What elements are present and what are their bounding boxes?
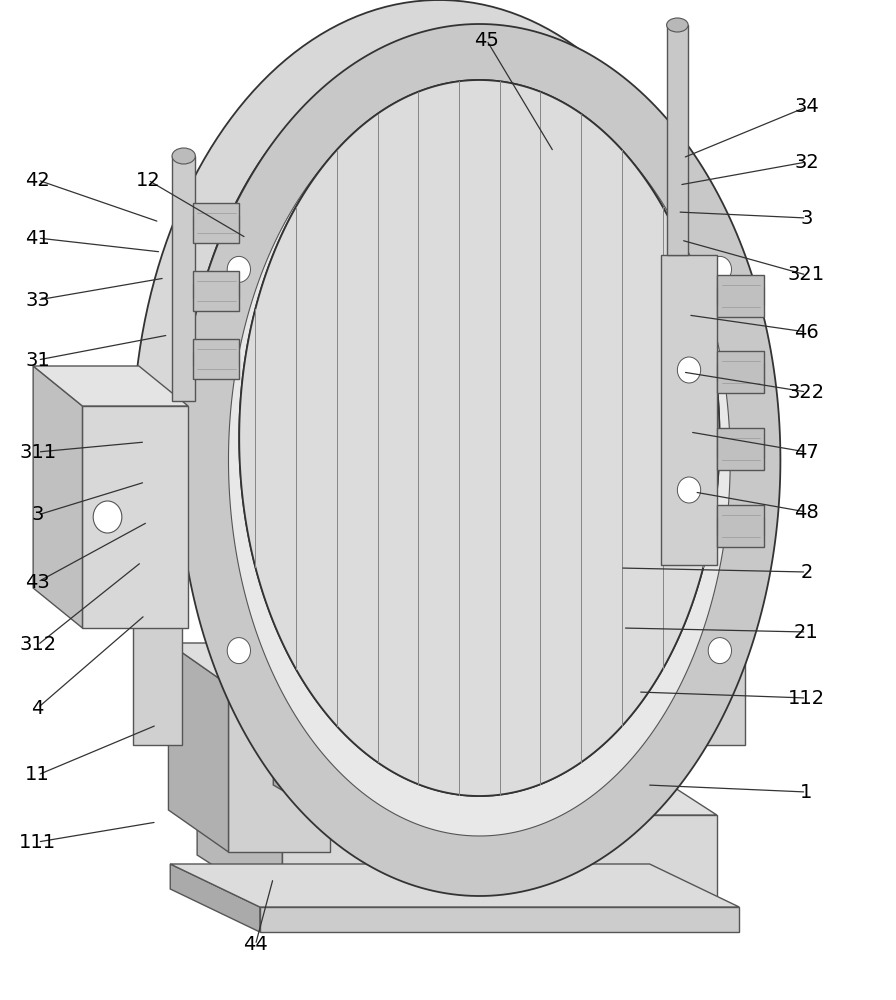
Polygon shape [82, 406, 188, 628]
Text: 11: 11 [25, 766, 50, 784]
Polygon shape [273, 748, 645, 785]
Text: 311: 311 [19, 442, 56, 462]
Text: 43: 43 [25, 572, 50, 591]
Text: 2: 2 [800, 562, 813, 582]
Polygon shape [717, 428, 764, 470]
Ellipse shape [172, 148, 195, 164]
Text: 111: 111 [19, 832, 56, 852]
Polygon shape [33, 366, 188, 406]
Text: 45: 45 [474, 30, 499, 49]
Polygon shape [239, 80, 719, 796]
Text: 34: 34 [794, 98, 819, 116]
Polygon shape [282, 815, 717, 910]
Circle shape [228, 256, 251, 282]
Polygon shape [661, 255, 717, 565]
Circle shape [93, 501, 122, 533]
Text: 3: 3 [31, 506, 44, 524]
Polygon shape [133, 445, 182, 745]
Polygon shape [178, 24, 780, 896]
Text: 48: 48 [794, 502, 819, 522]
Text: 32: 32 [794, 152, 819, 172]
Polygon shape [193, 271, 239, 311]
Text: 33: 33 [25, 290, 50, 310]
Text: 42: 42 [25, 170, 50, 190]
Polygon shape [168, 643, 228, 852]
Circle shape [228, 638, 251, 664]
Text: 46: 46 [794, 322, 819, 342]
Polygon shape [193, 203, 239, 243]
Polygon shape [170, 864, 739, 907]
Text: 21: 21 [794, 622, 819, 642]
Text: 312: 312 [19, 636, 56, 654]
Polygon shape [717, 505, 764, 547]
Text: 47: 47 [794, 442, 819, 462]
Text: 41: 41 [25, 229, 50, 247]
Polygon shape [239, 80, 719, 796]
Circle shape [677, 357, 701, 383]
Polygon shape [336, 785, 645, 822]
Polygon shape [421, 585, 547, 815]
Polygon shape [354, 545, 421, 815]
Polygon shape [133, 0, 745, 445]
Polygon shape [260, 907, 739, 932]
Polygon shape [197, 760, 282, 910]
Text: 1: 1 [800, 782, 813, 802]
Circle shape [708, 638, 731, 664]
Polygon shape [193, 339, 239, 379]
Circle shape [708, 256, 731, 282]
Polygon shape [273, 748, 336, 822]
Text: 112: 112 [788, 688, 825, 708]
Text: 322: 322 [788, 382, 825, 401]
Text: 12: 12 [135, 170, 160, 190]
Polygon shape [717, 275, 764, 317]
Text: 4: 4 [31, 698, 44, 718]
Polygon shape [170, 864, 260, 932]
Polygon shape [168, 643, 330, 685]
Polygon shape [197, 760, 717, 815]
Polygon shape [696, 445, 745, 745]
Text: 44: 44 [243, 936, 268, 954]
Polygon shape [354, 545, 547, 585]
Polygon shape [667, 25, 688, 255]
Polygon shape [33, 366, 82, 628]
Polygon shape [228, 84, 730, 836]
Polygon shape [228, 685, 330, 852]
Circle shape [677, 477, 701, 503]
Polygon shape [172, 156, 195, 401]
Text: 3: 3 [800, 209, 813, 228]
Text: 321: 321 [788, 265, 825, 284]
Polygon shape [717, 351, 764, 393]
Ellipse shape [667, 18, 688, 32]
Text: 31: 31 [25, 351, 50, 369]
